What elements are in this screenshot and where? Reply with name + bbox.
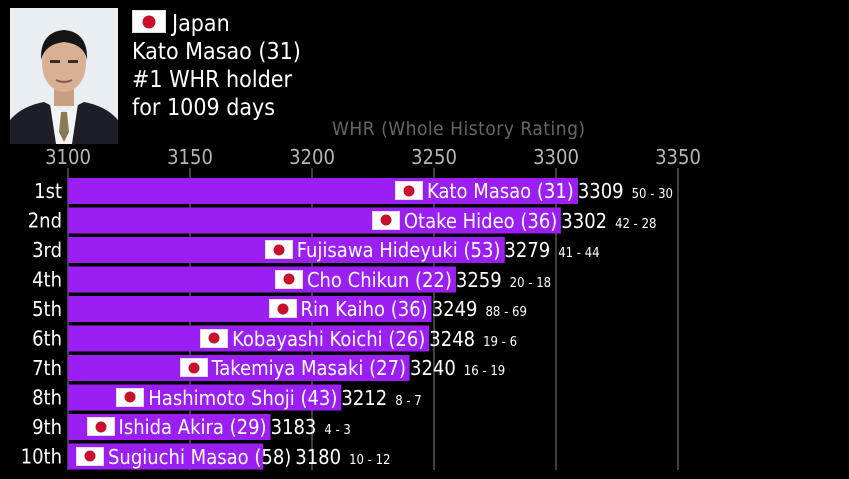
bar-label: Ishida Akira (29) 3183 4 - 3 xyxy=(86,414,351,440)
win-loss-record: 19 - 6 xyxy=(483,334,518,350)
bar-label: Takemiya Masaki (27) 3240 16 - 19 xyxy=(179,355,506,381)
win-loss-record: 20 - 18 xyxy=(509,275,552,291)
japan-flag-icon xyxy=(200,328,229,348)
rank-label: 7th xyxy=(32,356,62,380)
japan-flag-icon xyxy=(86,417,115,436)
bar xyxy=(68,178,578,204)
player-name: Rin Kaiho (36) xyxy=(300,297,428,321)
rating-value: 3279 xyxy=(504,238,551,262)
rating-value: 3240 xyxy=(410,356,456,380)
win-loss-record: 50 - 30 xyxy=(631,187,673,202)
win-loss-record: 41 - 44 xyxy=(558,246,600,261)
rank-label: 9th xyxy=(32,415,62,439)
rank-label: 2nd xyxy=(28,209,62,233)
rank-label: 4th xyxy=(32,268,62,292)
bar xyxy=(68,384,342,411)
win-loss-record: 8 - 7 xyxy=(395,393,422,409)
rank-label: 10th xyxy=(21,445,62,469)
win-loss-record: 88 - 69 xyxy=(485,305,527,320)
country-label: Japan xyxy=(172,11,230,37)
bar xyxy=(68,325,430,352)
player-name: Otake Hideo (36) xyxy=(403,208,558,233)
country-line: Japan xyxy=(132,10,301,38)
bar xyxy=(68,266,456,293)
x-tick-label: 3300 xyxy=(533,145,579,169)
player-name: Sugiuchi Masao (58) xyxy=(108,444,292,469)
bar xyxy=(68,296,432,322)
bar-label: Otake Hideo (36) 3302 42 - 28 xyxy=(371,208,657,234)
player-name: Ishida Akira (29) xyxy=(118,415,267,439)
rating-value: 3249 xyxy=(431,297,478,321)
japan-flag-icon xyxy=(132,10,166,33)
x-tick-label: 3350 xyxy=(655,145,701,169)
japan-flag-icon xyxy=(264,240,293,259)
rank-label: 5th xyxy=(32,297,62,321)
rating-value: 3180 xyxy=(295,444,342,469)
bar-label: Rin Kaiho (36) 3249 88 - 69 xyxy=(268,296,527,322)
days-text: for 1009 days xyxy=(132,95,276,121)
bar-label: Cho Chikun (22) 3259 20 - 18 xyxy=(274,267,552,293)
leader-header: Japan Kato Masao (31) #1 WHR holder for … xyxy=(0,0,849,150)
player-name: Cho Chikun (22) xyxy=(306,267,452,292)
player-name: Hashimoto Shoji (43) xyxy=(148,385,338,410)
x-tick-label: 3200 xyxy=(289,145,335,169)
win-loss-record: 42 - 28 xyxy=(615,216,657,232)
player-name: Kobayashi Koichi (26) xyxy=(232,326,426,351)
holder-text: #1 WHR holder xyxy=(132,67,292,93)
japan-flag-icon xyxy=(268,299,297,318)
win-loss-record: 16 - 19 xyxy=(463,364,506,379)
japan-flag-icon xyxy=(274,269,303,289)
leader-photo xyxy=(10,8,118,144)
japan-flag-icon xyxy=(371,210,400,230)
japan-flag-icon xyxy=(116,387,145,407)
japan-flag-icon xyxy=(76,446,104,466)
rank-label: 6th xyxy=(32,327,62,351)
rank-label: 8th xyxy=(32,386,62,410)
bar-label: Kato Masao (31) 3309 50 - 30 xyxy=(394,178,673,204)
win-loss-record: 4 - 3 xyxy=(324,423,351,438)
axis-title: WHR (Whole History Rating) xyxy=(332,118,586,140)
japan-flag-icon xyxy=(179,358,208,377)
player-name: Kato Masao (31) xyxy=(426,179,574,203)
rank-label: 3rd xyxy=(32,238,62,262)
bar-label: Fujisawa Hideyuki (53) 3279 41 - 44 xyxy=(264,237,600,263)
bar xyxy=(68,355,410,381)
japan-flag-icon xyxy=(394,181,423,200)
rank-label: 1st xyxy=(34,179,62,203)
x-tick-label: 3100 xyxy=(45,145,91,169)
player-name: Fujisawa Hideyuki (53) xyxy=(296,238,501,262)
player-name: Takemiya Masaki (27) xyxy=(211,356,407,380)
bar-label: Sugiuchi Masao (58) 3180 10 - 12 xyxy=(76,444,390,470)
x-tick-label: 3250 xyxy=(411,145,457,169)
rating-value: 3259 xyxy=(455,267,502,292)
bar xyxy=(68,207,561,234)
win-loss-record: 10 - 12 xyxy=(349,452,391,468)
rating-value: 3309 xyxy=(577,179,624,203)
rating-value: 3302 xyxy=(561,208,608,233)
rating-value: 3248 xyxy=(429,326,476,351)
x-tick-label: 3150 xyxy=(167,145,213,169)
leader-info: Japan Kato Masao (31) #1 WHR holder for … xyxy=(132,10,301,122)
bar-label: Kobayashi Koichi (26) 3248 19 - 6 xyxy=(200,326,517,352)
rating-value: 3212 xyxy=(341,385,388,410)
leader-name: Kato Masao (31) xyxy=(132,39,301,65)
rating-value: 3183 xyxy=(270,415,317,439)
bar-label: Hashimoto Shoji (43) 3212 8 - 7 xyxy=(116,385,422,411)
